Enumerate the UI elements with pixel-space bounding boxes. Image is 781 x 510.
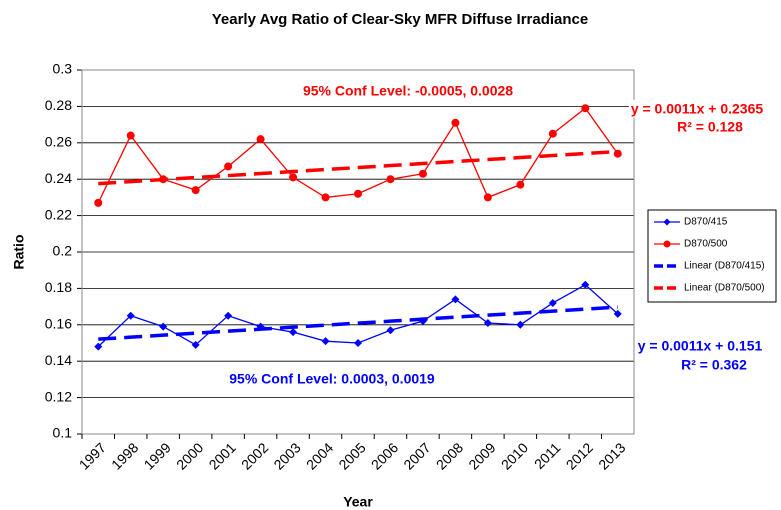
x-tick-label: 1997: [76, 439, 109, 472]
x-tick-label: 2010: [498, 439, 531, 472]
series-line: [97, 283, 619, 348]
point: [451, 295, 460, 304]
x-tick-label: 2012: [563, 439, 596, 472]
legend: D870/415 D870/500 Linear (D870/415) Linear …: [647, 209, 777, 303]
legend-label: D870/415: [684, 217, 728, 228]
point: [191, 186, 200, 195]
y-tick-label: 0.1: [53, 425, 73, 441]
chart-title: Yearly Avg Ratio of Clear-Sky MFR Diffus…: [212, 11, 589, 28]
point: [451, 118, 460, 127]
point: [321, 337, 330, 346]
point: [386, 326, 395, 335]
legend-marker: [663, 218, 671, 226]
x-tick-label: 2004: [303, 439, 336, 472]
y-axis-title: Ratio: [11, 235, 27, 270]
legend-label: Linear (D870/415): [684, 261, 765, 272]
annotation: 95% Conf Level: -0.0005, 0.0028: [303, 83, 513, 99]
point: [581, 280, 590, 289]
point: [126, 311, 135, 320]
point: [418, 169, 427, 178]
point: [516, 180, 525, 189]
x-tick-label: 2006: [368, 439, 401, 472]
point: [386, 175, 395, 184]
x-tick-label: 2009: [465, 439, 498, 472]
point: [613, 309, 622, 318]
point: [483, 318, 492, 327]
point: [256, 135, 265, 144]
annotation: y = 0.0011x + 0.151: [638, 338, 763, 354]
y-tick-label: 0.2: [53, 243, 73, 259]
legend-label: D870/500: [684, 239, 728, 250]
y-tick-label: 0.26: [45, 134, 72, 150]
x-tick-label: 2007: [400, 439, 433, 472]
x-tick-label: 2002: [238, 439, 271, 472]
x-axis-title: Year: [343, 494, 373, 510]
y-tick-label: 0.12: [45, 388, 72, 404]
y-tick-label: 0.18: [45, 279, 72, 295]
point: [516, 320, 525, 329]
legend-label: Linear (D870/500): [684, 283, 765, 294]
x-tick-label: 2013: [595, 439, 628, 472]
annotation: R² = 0.362: [681, 357, 747, 373]
point: [548, 129, 557, 138]
x-tick-label: 1998: [108, 439, 141, 472]
point: [94, 198, 103, 207]
point: [94, 342, 103, 351]
x-tick-label: 2011: [531, 439, 564, 472]
point: [224, 162, 233, 171]
y-tick-label: 0.16: [45, 316, 72, 332]
point: [191, 340, 200, 349]
point: [289, 328, 298, 337]
y-tick-label: 0.24: [45, 170, 72, 186]
annotation: y = 0.0011x + 0.2365: [631, 101, 764, 117]
x-tick-label: 2001: [206, 439, 239, 472]
annotation: 95% Conf Level: 0.0003, 0.0019: [229, 371, 435, 387]
point: [483, 193, 492, 202]
y-tick-label: 0.3: [53, 61, 73, 77]
annotation-bg: [635, 336, 765, 355]
x-tick-label: 2008: [433, 439, 466, 472]
annotation: R² = 0.128: [677, 119, 743, 135]
point: [159, 322, 168, 331]
x-tick-label: 2005: [335, 439, 368, 472]
point: [613, 149, 622, 158]
x-tick-label: 2003: [270, 439, 303, 472]
x-tick-label: 1999: [141, 439, 174, 472]
point: [126, 131, 135, 140]
point: [581, 104, 590, 113]
point: [354, 339, 362, 347]
annotation-bg: [628, 99, 766, 118]
point: [354, 189, 362, 198]
point: [548, 298, 557, 307]
y-tick-label: 0.28: [45, 97, 72, 113]
x-tick-label: 2000: [173, 439, 206, 472]
trend-line: [98, 149, 618, 186]
point: [321, 193, 330, 202]
y-tick-label: 0.14: [45, 352, 72, 368]
trend-line: [98, 305, 618, 341]
y-tick-label: 0.22: [45, 206, 72, 222]
point: [289, 173, 298, 182]
point: [224, 311, 233, 320]
legend-marker: [663, 240, 671, 248]
plot-area: [81, 69, 635, 435]
